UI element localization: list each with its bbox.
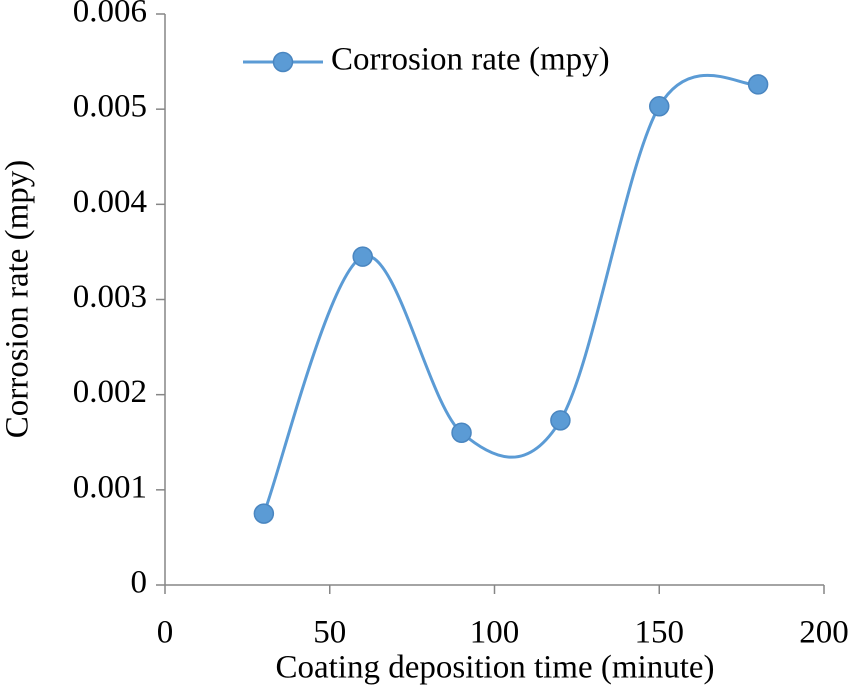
- marker: [352, 246, 373, 267]
- y-tick-label: 0.002: [73, 374, 147, 410]
- legend-marker: [272, 51, 294, 73]
- marker: [649, 96, 670, 117]
- y-tick-label: 0: [131, 565, 148, 601]
- y-axis-label: Corrosion rate (mpy): [0, 160, 36, 439]
- legend-label: Corrosion rate (mpy): [331, 42, 610, 78]
- x-tick-label: 50: [313, 615, 346, 651]
- marker: [550, 410, 571, 431]
- y-tick-label: 0.001: [73, 469, 147, 505]
- marker: [747, 74, 769, 95]
- series-line: [262, 73, 759, 515]
- x-tick-label: 200: [799, 615, 849, 651]
- y-tick-label: 0.003: [73, 279, 147, 315]
- x-axis-label: Coating deposition time (minute): [275, 650, 714, 686]
- y-tick-label: 0.006: [73, 0, 147, 30]
- marker: [451, 422, 472, 443]
- y-tick-label: 0.004: [73, 184, 147, 220]
- marker: [253, 503, 275, 524]
- y-tick-label: 0.005: [73, 89, 147, 125]
- x-tick-label: 150: [635, 615, 685, 651]
- x-tick-label: 100: [470, 615, 520, 651]
- x-tick-label: 0: [157, 615, 174, 651]
